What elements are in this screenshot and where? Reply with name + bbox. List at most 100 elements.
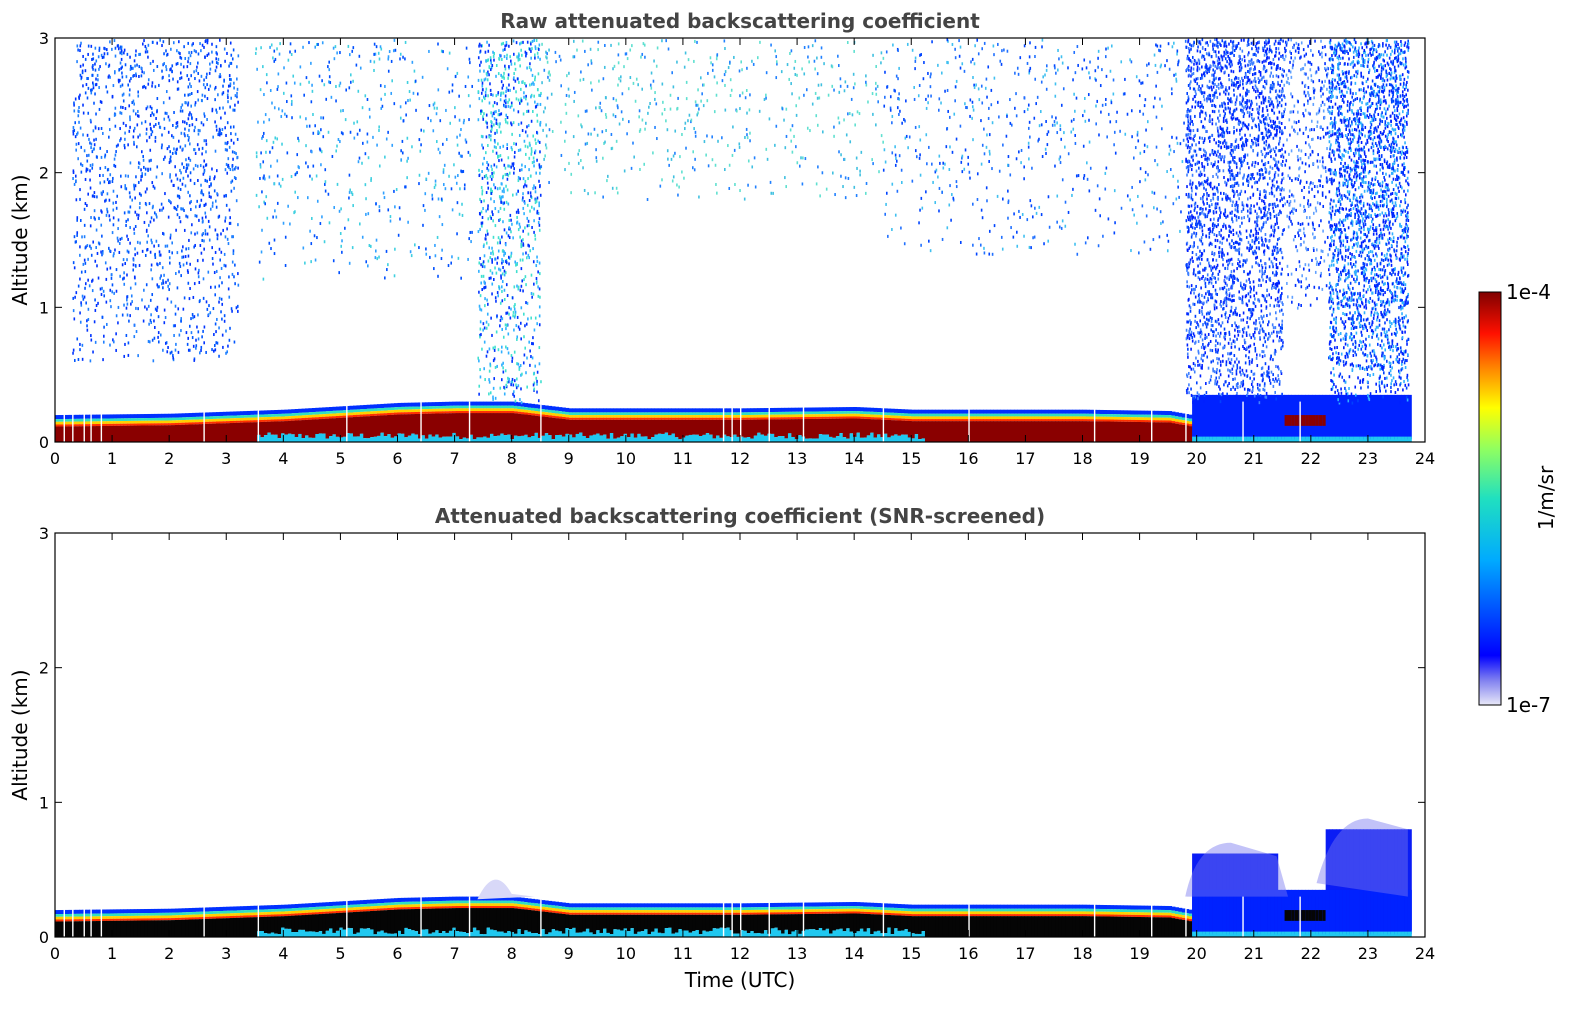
- noise-speck: [132, 135, 135, 139]
- noise-speck: [530, 119, 533, 123]
- layer-edge-cell: [825, 407, 830, 412]
- layer-edge-cell: [150, 423, 155, 426]
- noise-speck: [483, 156, 485, 160]
- noise-speck: [224, 168, 227, 172]
- layer-edge-cell: [633, 408, 638, 413]
- noise-speck: [186, 215, 189, 219]
- layer-edge-cell: [102, 418, 107, 422]
- noise-speck: [449, 121, 452, 125]
- layer-edge-cell: [555, 413, 559, 417]
- noise-speck: [492, 359, 495, 363]
- noise-speck: [495, 271, 498, 275]
- layer-edge-cell: [815, 416, 820, 419]
- noise-speck: [127, 143, 129, 147]
- noise-speck: [220, 297, 223, 301]
- noise-speck: [484, 50, 487, 54]
- surface-cell: [291, 434, 296, 442]
- layer-edge-cell: [335, 410, 340, 414]
- layer-edge-cell: [356, 412, 361, 415]
- layer-edge-cell: [387, 403, 392, 408]
- noise-speck: [115, 348, 117, 352]
- noise-speck: [218, 127, 221, 131]
- layer-edge-cell: [750, 408, 755, 413]
- layer-edge-cell: [130, 414, 135, 419]
- layer-edge-cell: [404, 406, 409, 410]
- noise-speck: [495, 110, 497, 114]
- layer-edge-cell: [1127, 419, 1131, 422]
- layer-core-cell: [825, 418, 830, 435]
- noise-speck: [723, 39, 726, 43]
- noise-speck: [505, 200, 508, 204]
- noise-speck: [469, 153, 471, 157]
- layer-edge-cell: [96, 418, 101, 422]
- layer-core-cell: [753, 419, 758, 436]
- noise-speck: [531, 39, 534, 43]
- noise-speck: [513, 285, 516, 289]
- noise-speck: [276, 201, 279, 205]
- layer-edge-cell: [387, 410, 392, 413]
- noise-speck: [215, 205, 218, 209]
- layer-core-cell: [531, 415, 535, 437]
- layer-edge-cell: [188, 413, 193, 418]
- noise-speck: [167, 215, 170, 219]
- layer-edge-cell: [72, 418, 77, 422]
- layer-edge-cell: [859, 416, 864, 419]
- aerosol-cell: [1397, 394, 1402, 440]
- noise-speck: [427, 116, 429, 120]
- noise-speck: [460, 169, 462, 173]
- noise-speck: [500, 350, 503, 354]
- noise-speck: [268, 118, 271, 122]
- layer-edge-cell: [558, 413, 563, 417]
- noise-speck: [94, 68, 97, 72]
- noise-speck: [179, 71, 182, 75]
- noise-speck: [511, 359, 513, 363]
- layer-edge-cell: [623, 417, 628, 420]
- noise-speck: [502, 202, 505, 206]
- noise-speck: [501, 261, 503, 265]
- noise-speck: [104, 47, 106, 51]
- noise-speck: [208, 225, 211, 229]
- layer-edge-cell: [510, 405, 515, 409]
- layer-edge-cell: [496, 405, 501, 409]
- noise-speck: [152, 40, 154, 44]
- surface-cell: [911, 438, 916, 442]
- noise-speck: [526, 216, 529, 220]
- noise-speck: [525, 54, 527, 58]
- noise-speck: [229, 221, 232, 225]
- layer-edge-cell: [315, 417, 320, 420]
- layer-edge-cell: [880, 417, 885, 420]
- noise-speck: [514, 310, 517, 314]
- noise-speck: [152, 184, 155, 188]
- noise-speck: [504, 173, 507, 177]
- layer-edge-cell: [757, 414, 762, 418]
- layer-core-cell: [1079, 421, 1083, 442]
- layer-edge-cell: [1065, 419, 1070, 422]
- noise-speck: [493, 145, 496, 149]
- layer-edge-cell: [866, 414, 871, 418]
- layer-core-cell: [938, 421, 943, 442]
- surface-cell: [1284, 436, 1289, 442]
- layer-core-cell: [565, 419, 570, 434]
- layer-edge-cell: [1000, 409, 1005, 414]
- noise-speck: [520, 97, 522, 101]
- noise-speck: [77, 109, 80, 113]
- layer-edge-cell: [479, 401, 484, 406]
- noise-speck: [189, 111, 191, 115]
- noise-speck: [89, 163, 92, 167]
- noise-speck: [228, 338, 231, 342]
- layer-edge-cell: [938, 419, 943, 422]
- noise-speck: [502, 83, 505, 87]
- layer-edge-cell: [870, 414, 875, 418]
- noise-speck: [134, 253, 136, 257]
- noise-speck: [88, 284, 91, 288]
- noise-speck: [113, 71, 116, 75]
- noise-speck: [150, 268, 152, 272]
- noise-speck: [268, 175, 271, 179]
- noise-speck: [134, 64, 136, 68]
- layer-core-cell: [839, 418, 844, 434]
- noise-speck: [456, 71, 459, 75]
- layer-edge-cell: [418, 409, 422, 412]
- noise-speck: [282, 221, 285, 225]
- layer-edge-cell: [996, 409, 1001, 414]
- noise-speck: [661, 39, 663, 43]
